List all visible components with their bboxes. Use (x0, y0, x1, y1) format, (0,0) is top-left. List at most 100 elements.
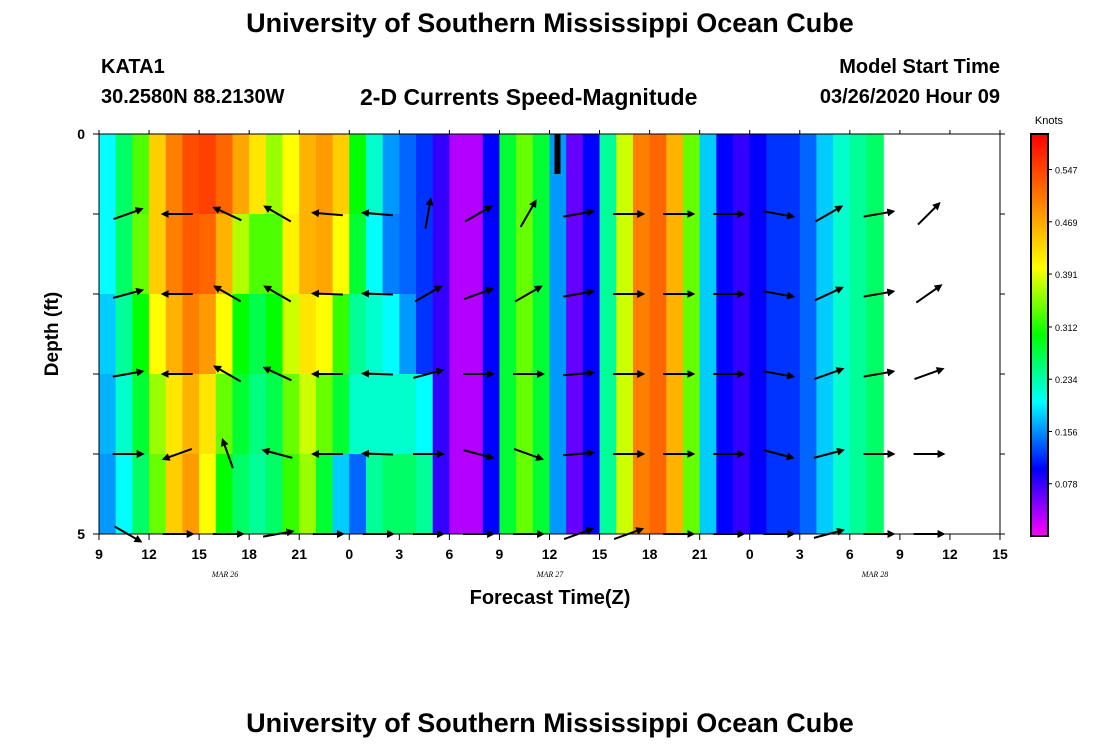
heatmap-cell (165, 134, 184, 215)
model-start-label: Model Start Time (839, 56, 1000, 78)
heatmap-cell (115, 374, 133, 455)
heatmap-cell (482, 454, 501, 535)
heatmap-cell (115, 214, 133, 295)
heatmap-cell (532, 294, 551, 375)
current-vector-arrow (361, 369, 394, 378)
heatmap-cell (616, 374, 634, 455)
heatmap-cell (215, 374, 234, 455)
heatmap-cell (549, 454, 567, 535)
heatmap-cell (299, 134, 317, 215)
colorbar: Knots 0.547 0.469 0.391 0.312 0.234 0.156 0.078 (1030, 115, 1078, 537)
heatmap-cell (399, 294, 417, 375)
y-tick-label: 5 (77, 526, 85, 542)
heatmap-cell (532, 374, 551, 455)
heatmap-cell (799, 454, 818, 535)
heatmap-cell (716, 134, 734, 215)
heatmap-cell (849, 134, 868, 215)
heatmap-cell (616, 214, 634, 295)
heatmap-cell (616, 294, 634, 375)
heatmap-cell (132, 214, 150, 295)
heatmap-cell (199, 134, 217, 215)
heatmap-cell (265, 134, 284, 215)
heatmap-cell (599, 134, 617, 215)
heatmap-cell (265, 454, 284, 535)
heatmap-cell (766, 454, 784, 535)
heatmap-cell (632, 214, 651, 295)
heatmap-cell (249, 454, 267, 535)
heatmap-cell (666, 374, 684, 455)
date-label: MAR 28 (861, 570, 888, 579)
heatmap-cell (182, 214, 200, 295)
heatmap-cell (99, 294, 117, 375)
heatmap-cell (599, 294, 617, 375)
heatmap-cell (466, 294, 484, 375)
current-vector-arrow (514, 285, 543, 303)
heatmap-cell (199, 214, 217, 295)
date-label: MAR 27 (536, 570, 564, 579)
heatmap-cell (582, 134, 601, 215)
heatmap-cell (733, 454, 751, 535)
x-tick-label: 3 (395, 546, 403, 562)
heatmap-cell (282, 134, 300, 215)
heatmap-cell (432, 454, 450, 535)
heatmap-cell (833, 134, 851, 215)
heatmap-cell (215, 454, 234, 535)
current-vector-arrow (513, 447, 545, 461)
heatmap-cell (699, 294, 717, 375)
current-vector-arrow (463, 449, 495, 461)
heatmap-cell (482, 134, 501, 215)
heatmap-cell (265, 294, 284, 375)
heatmap-cell (783, 214, 801, 295)
heatmap-cell (566, 454, 584, 535)
heatmap-cell (582, 454, 601, 535)
current-vector-arrow (763, 449, 795, 461)
heatmap-cell (432, 294, 450, 375)
current-vector-arrow (814, 367, 845, 381)
heatmap-cell (682, 134, 701, 215)
heatmap-cell (299, 454, 317, 535)
heatmap-cell (182, 374, 200, 455)
heatmap-cell (399, 454, 417, 535)
current-vector-arrow (813, 447, 845, 459)
heatmap-cell (282, 374, 300, 455)
heatmap-cell (649, 454, 667, 535)
heatmap-cell (516, 214, 534, 295)
heatmap-cell (232, 294, 250, 375)
current-vector-arrow (863, 368, 896, 378)
heatmap-cell (466, 214, 484, 295)
heatmap-cell (365, 374, 384, 455)
heatmap-cell (599, 214, 617, 295)
current-vector-arrow (763, 370, 796, 380)
date-label: MAR 26 (211, 570, 238, 579)
colorbar-tick-label: 0.469 (1055, 218, 1078, 228)
heatmap-cell (833, 374, 851, 455)
heatmap-cell (799, 214, 818, 295)
heatmap-cell (599, 374, 617, 455)
heatmap-cell (849, 294, 868, 375)
colorbar-unit: Knots (1035, 115, 1064, 127)
heatmap-cell (466, 134, 484, 215)
heatmap-cell (99, 134, 117, 215)
heatmap-cell (432, 214, 450, 295)
current-vector-arrow (213, 365, 242, 383)
current-vector-arrow (413, 367, 445, 379)
heatmap-cell (365, 454, 384, 535)
time-marker (554, 134, 561, 174)
heatmap-cell (365, 134, 384, 215)
heatmap-cell (799, 374, 818, 455)
current-vector-arrow (361, 289, 394, 298)
heatmap-cell (549, 374, 567, 455)
x-axis-label: Forecast Time(Z) (470, 587, 631, 609)
heatmap-cell (299, 294, 317, 375)
heatmap-cell (315, 294, 334, 375)
heatmap-cell (516, 454, 534, 535)
heatmap-cell (249, 374, 267, 455)
heatmap-cell (516, 134, 534, 215)
x-tick-label: 15 (592, 546, 608, 562)
current-vector-arrow (213, 285, 242, 303)
heatmap-cell (816, 374, 834, 455)
heatmap-cell (99, 454, 117, 535)
colorbar-tick-label: 0.078 (1055, 480, 1078, 490)
heatmap-cell (165, 214, 184, 295)
heatmap-cell (766, 214, 784, 295)
